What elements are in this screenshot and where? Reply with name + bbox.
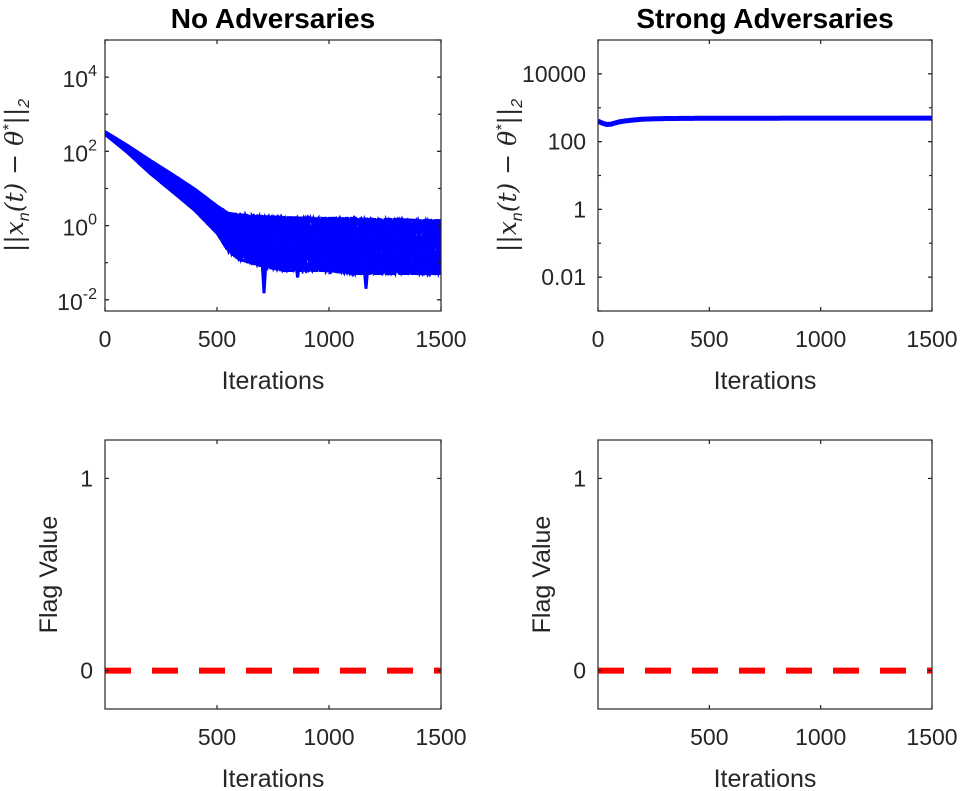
y-tick-base: 10 <box>63 215 89 241</box>
y-label-part: (t) − θ <box>0 131 29 212</box>
x-tick-label: 1500 <box>415 724 466 750</box>
y-label-part: || <box>493 108 523 125</box>
x-tick-label: 0 <box>592 326 605 352</box>
y-label-part: (t) − θ <box>493 131 522 212</box>
y-tick-label: 10000 <box>522 61 586 87</box>
x-tick-label: 1500 <box>906 326 957 352</box>
y-label-part: n <box>509 212 526 221</box>
x-tick-label: 500 <box>690 724 728 750</box>
axes-box <box>104 439 442 710</box>
x-axis: 0 500 1000 1500 Iterations <box>99 40 467 395</box>
x-tick-label: 1000 <box>795 326 846 352</box>
y-tick-label: 0 <box>573 658 586 684</box>
subplot-title: Strong Adversaries <box>636 3 893 34</box>
x-tick-label: 1000 <box>303 724 354 750</box>
x-axis: 500 1000 1500 Iterations <box>198 440 467 791</box>
y-tick-label: 104 <box>63 63 98 92</box>
y-tick-exponent: 4 <box>88 63 97 80</box>
axes-box <box>597 39 933 312</box>
y-label-part: 2 <box>16 99 33 109</box>
y-label-part: || <box>0 108 30 125</box>
y-label-part: n <box>16 212 33 221</box>
plot-area <box>105 130 441 294</box>
x-tick-label: 1000 <box>795 724 846 750</box>
plot-area <box>598 115 932 128</box>
x-tick-label: 500 <box>198 326 236 352</box>
y-tick-exponent: 2 <box>88 137 97 154</box>
x-tick-label: 500 <box>198 724 236 750</box>
y-label-part: ||x <box>0 221 30 252</box>
y-label-part: 2 <box>509 99 526 109</box>
x-axis-label: Iterations <box>222 765 325 791</box>
y-axis: 01 <box>80 465 441 684</box>
y-tick-label: 100 <box>63 212 98 241</box>
y-tick-exponent: 0 <box>88 212 97 229</box>
subplot-strong-adversaries-error: Strong Adversaries 0 500 1000 1500 Iterations… <box>493 3 958 395</box>
x-axis: 500 1000 1500 Iterations <box>690 440 958 791</box>
y-label-part: ||x <box>493 221 523 252</box>
agent-error-line <box>105 130 441 230</box>
y-tick-label: 102 <box>63 137 98 166</box>
subplot-title: No Adversaries <box>171 3 375 34</box>
x-tick-label: 0 <box>99 326 112 352</box>
error-dip <box>326 259 334 275</box>
y-tick-label: 1 <box>573 196 586 222</box>
x-axis-label: Iterations <box>714 765 817 791</box>
y-tick-label: 0 <box>80 658 93 684</box>
y-tick-base: 10 <box>63 66 89 92</box>
agent-error-line <box>105 130 441 234</box>
y-axis-label: Flag Value <box>528 516 556 634</box>
y-label-part: * <box>1 124 18 131</box>
axes-box <box>597 439 933 710</box>
y-label-part: * <box>494 124 511 131</box>
x-axis: 0 500 1000 1500 Iterations <box>592 40 958 395</box>
error-dip <box>293 259 302 278</box>
y-tick-label: 10-2 <box>57 286 97 315</box>
y-axis-label: ||xn(t) − θ*||2 <box>0 99 33 252</box>
y-tick-label: 1 <box>80 465 93 491</box>
x-tick-label: 1500 <box>415 326 466 352</box>
x-tick-label: 500 <box>690 326 728 352</box>
error-dip <box>260 255 268 294</box>
axes-box <box>104 39 442 312</box>
y-tick-label: 100 <box>548 129 586 155</box>
x-tick-label: 1000 <box>303 326 354 352</box>
y-tick-label: 0.01 <box>541 264 586 290</box>
y-tick-base: 10 <box>57 289 83 315</box>
y-axis-label: Flag Value <box>35 516 63 634</box>
x-axis-label: Iterations <box>222 367 325 395</box>
y-axis: 01 <box>573 465 932 684</box>
error-dip <box>408 262 416 275</box>
y-tick-base: 10 <box>63 140 89 166</box>
y-axis: 0.01 1 100 10000 <box>522 39 932 312</box>
y-tick-exponent: -2 <box>83 286 97 303</box>
y-tick-label: 1 <box>573 465 586 491</box>
error-line <box>598 115 932 128</box>
error-dip <box>362 262 370 289</box>
y-axis-label: ||xn(t) − θ*||2 <box>493 99 526 252</box>
x-tick-label: 1500 <box>906 724 957 750</box>
x-axis-label: Iterations <box>714 367 817 395</box>
